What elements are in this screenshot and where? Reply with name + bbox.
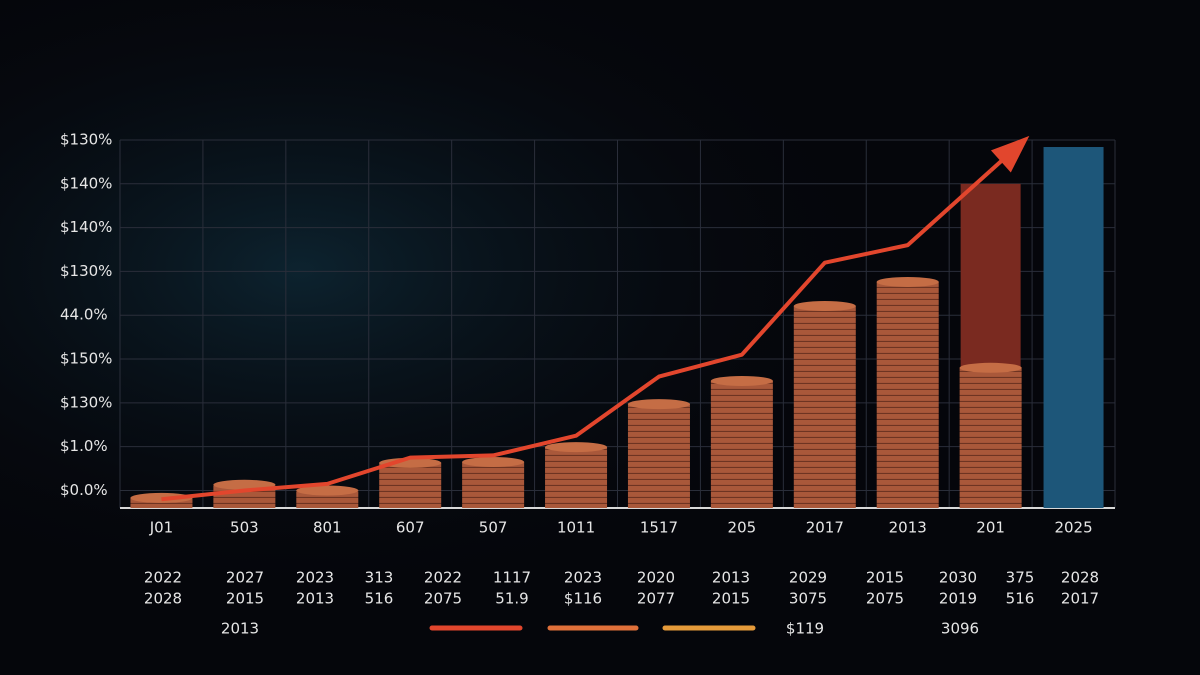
coin-stack (545, 447, 608, 508)
y-tick-label: $140% (60, 218, 112, 236)
sub-label: 2015 (712, 590, 750, 608)
sub-label: 2015 (866, 569, 904, 587)
x-tick-label: 2013 (889, 519, 927, 537)
sub-label: 2077 (637, 590, 675, 608)
y-tick-label: $140% (60, 174, 112, 192)
sub-label: 313 (365, 569, 394, 587)
sub-label: 516 (1006, 590, 1035, 608)
coin-top (545, 442, 608, 453)
sub-label: 2075 (424, 590, 462, 608)
sub-label: 2029 (789, 569, 827, 587)
sub-label: 2022 (424, 569, 462, 587)
y-tick-label: $150% (60, 350, 112, 368)
sub-label: 2028 (1061, 569, 1099, 587)
sub-label: 2027 (226, 569, 264, 587)
coin-top (627, 399, 690, 410)
sub-label: 2023 (564, 569, 602, 587)
x-tick-label: 201 (976, 519, 1005, 537)
coin-stack (710, 380, 773, 508)
sub-label: 2017 (1061, 590, 1099, 608)
coin-stack (627, 404, 690, 508)
coin-top (959, 362, 1022, 373)
sub-label: 2028 (144, 590, 182, 608)
y-tick-label: $1.0% (60, 437, 108, 455)
sub-label: 2022 (144, 569, 182, 587)
coin-stack (296, 490, 359, 508)
coin-top (379, 457, 442, 468)
sub-label: 2030 (939, 569, 977, 587)
sub-label: 375 (1006, 569, 1035, 587)
x-tick-label: 2017 (806, 519, 844, 537)
overlay-bar (1043, 147, 1104, 508)
sub-label: 2015 (226, 590, 264, 608)
x-tick-label: 205 (728, 519, 757, 537)
x-tick-label: 2025 (1054, 519, 1092, 537)
footer-label: $119 (786, 620, 824, 638)
coin-stack (959, 367, 1022, 508)
x-tick-label: J01 (149, 519, 174, 537)
x-tick-label: 507 (479, 519, 508, 537)
footer-label: 2013 (221, 620, 259, 638)
y-tick-label: $130% (60, 262, 112, 280)
sub-label: 2013 (296, 590, 334, 608)
sub-label: 2020 (637, 569, 675, 587)
x-tick-label: 503 (230, 519, 259, 537)
coin-top (710, 375, 773, 386)
coin-stack (130, 497, 193, 508)
x-tick-label: 1011 (557, 519, 595, 537)
sub-label: 2013 (712, 569, 750, 587)
sub-label: 2075 (866, 590, 904, 608)
coin-top (462, 457, 525, 467)
x-tick-label: 1517 (640, 519, 678, 537)
sub-label: 516 (365, 590, 394, 608)
sub-label: 2019 (939, 590, 977, 608)
arrow-head (990, 135, 1030, 173)
coin-stack (876, 281, 939, 508)
coin-top (296, 485, 359, 496)
x-tick-label: 801 (313, 519, 342, 537)
y-tick-label: $0.0% (60, 481, 108, 499)
sub-label: 51.9 (495, 590, 528, 608)
footer-label: 3096 (941, 620, 979, 638)
trend-line (161, 169, 992, 502)
coin-top (876, 276, 939, 287)
sub-label: 1117 (493, 569, 531, 587)
sub-label: 2023 (296, 569, 334, 587)
y-tick-label: $130% (60, 131, 112, 149)
coin-stack (379, 462, 442, 508)
y-tick-label: $130% (60, 393, 112, 411)
coin-stack (462, 462, 525, 508)
y-tick-label: 44.0% (60, 306, 108, 324)
sub-label: 3075 (789, 590, 827, 608)
coin-stack (793, 306, 856, 508)
sub-label: $116 (564, 590, 602, 608)
coin-top (793, 301, 856, 312)
x-tick-label: 607 (396, 519, 425, 537)
